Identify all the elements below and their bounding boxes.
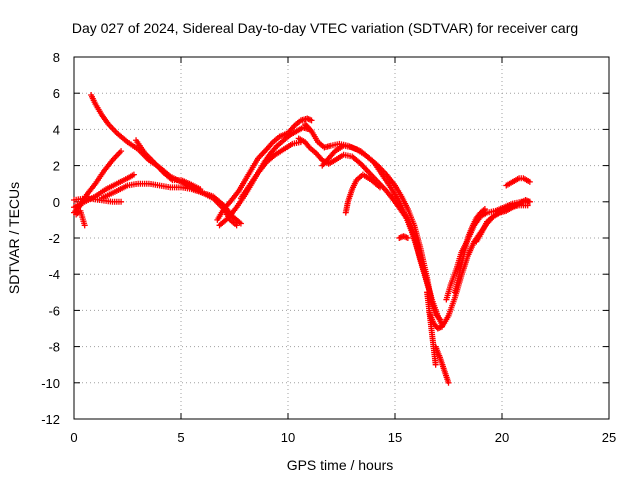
- series-track-3: [71, 171, 137, 211]
- grid-lines: [74, 57, 609, 419]
- y-tick-label: 8: [53, 50, 60, 65]
- series-track-13: [342, 171, 384, 216]
- series-track-22: [73, 207, 88, 229]
- data-point: [130, 171, 137, 178]
- data-point: [308, 117, 315, 124]
- series-track-11: [302, 120, 446, 328]
- y-tick-label: -4: [48, 267, 60, 282]
- y-tick-label: 6: [53, 86, 60, 101]
- data-point: [445, 379, 452, 386]
- chart-title: Day 027 of 2024, Sidereal Day-to-day VTE…: [72, 20, 578, 36]
- data-point: [481, 206, 488, 213]
- y-axis-label: SDTVAR / TECUs: [6, 182, 22, 294]
- y-tick-label: 4: [53, 122, 60, 137]
- series-track-10: [295, 135, 435, 301]
- series-track-12: [319, 142, 443, 323]
- data-marks: [71, 92, 533, 386]
- data-point: [526, 178, 533, 185]
- series-track-16: [432, 343, 452, 386]
- series-track-4: [71, 195, 125, 205]
- y-tick-label: -12: [41, 412, 60, 427]
- x-tick-label: 15: [388, 430, 402, 445]
- x-tick-label: 0: [70, 430, 77, 445]
- x-tick-label: 5: [177, 430, 184, 445]
- x-tick-label: 25: [602, 430, 616, 445]
- data-point: [197, 186, 204, 193]
- series-track-14: [396, 233, 411, 241]
- data-point: [233, 222, 240, 229]
- y-tick-label: 2: [53, 159, 60, 174]
- data-point: [432, 361, 439, 368]
- series-track-7: [214, 115, 315, 223]
- y-tick-label: 0: [53, 195, 60, 210]
- x-tick-label: 20: [495, 430, 509, 445]
- data-point: [526, 198, 533, 205]
- series-track-6: [133, 137, 204, 193]
- data-point: [237, 220, 244, 227]
- x-axis-ticks: 0 5 10 15 20 25: [70, 57, 616, 445]
- plot-frame: [73, 56, 610, 420]
- series-track-9: [237, 139, 304, 202]
- data-point: [118, 198, 125, 205]
- series-track-19: [451, 206, 488, 296]
- data-point: [118, 148, 125, 155]
- y-tick-label: -6: [48, 303, 60, 318]
- data-point: [81, 222, 88, 229]
- data-point: [377, 184, 384, 191]
- y-tick-label: -8: [48, 340, 60, 355]
- x-tick-label: 10: [281, 430, 295, 445]
- data-point: [436, 316, 443, 323]
- series-track-21: [503, 175, 533, 189]
- series-track-8: [216, 124, 313, 229]
- y-axis-ticks: -12 -10 -8 -6 -4 -2 0 2 4 6 8: [41, 50, 609, 427]
- y-tick-label: -10: [41, 376, 60, 391]
- series-track-20: [473, 196, 533, 245]
- y-tick-label: -2: [48, 231, 60, 246]
- x-axis-label: GPS time / hours: [287, 457, 394, 473]
- data-point: [404, 235, 411, 241]
